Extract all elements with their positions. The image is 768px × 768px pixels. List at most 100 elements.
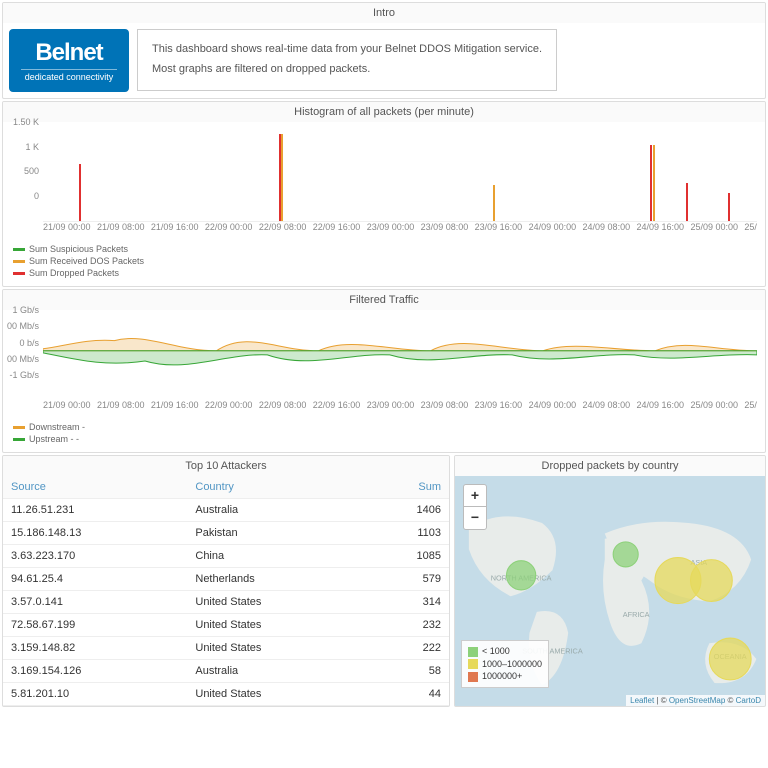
table-cell: 232 xyxy=(363,614,449,637)
x-tick: 21/09 16:00 xyxy=(151,222,199,232)
table-cell: United States xyxy=(187,614,362,637)
legend-label: Downstream - xyxy=(29,422,85,432)
legend-swatch xyxy=(468,659,478,669)
x-tick: 25/09 00:00 xyxy=(690,400,738,410)
x-tick: 23/09 00:00 xyxy=(367,222,415,232)
y-tick: 1 Gb/s xyxy=(12,305,39,315)
spike xyxy=(653,145,655,221)
column-header[interactable]: Source xyxy=(3,476,187,499)
map-legend-item: 1000–1000000 xyxy=(468,658,542,671)
legend-label: Sum Suspicious Packets xyxy=(29,244,128,254)
legend-swatch xyxy=(468,647,478,657)
filtered-x-axis: 21/09 00:00 21/09 08:00 21/09 16:00 22/09 0… xyxy=(3,400,765,414)
logo-sub-text: dedicated connectivity xyxy=(21,69,117,82)
y-tick: -1 Gb/s xyxy=(9,370,39,380)
x-tick: 25/ xyxy=(744,400,757,410)
table-cell: 314 xyxy=(363,591,449,614)
legend-label: Upstream - - xyxy=(29,434,79,444)
filtered-chart[interactable]: 1 Gb/s00 Mb/s0 b/s00 Mb/s-1 Gb/s xyxy=(3,310,765,400)
y-tick: 0 xyxy=(34,191,39,201)
x-tick: 24/09 00:00 xyxy=(529,400,577,410)
legend-item[interactable]: Downstream - xyxy=(13,422,755,432)
x-tick: 21/09 08:00 xyxy=(97,400,145,410)
attackers-table: SourceCountrySum 11.26.51.231Australia14… xyxy=(3,476,449,706)
table-row[interactable]: 5.81.201.10United States44 xyxy=(3,683,449,706)
legend-item[interactable]: Sum Received DOS Packets xyxy=(13,256,755,266)
attrib-carto[interactable]: CartoD xyxy=(736,696,761,705)
x-tick: 22/09 00:00 xyxy=(205,222,253,232)
table-cell: United States xyxy=(187,683,362,706)
table-cell: 3.159.148.82 xyxy=(3,637,187,660)
x-tick: 21/09 16:00 xyxy=(151,400,199,410)
zoom-in-button[interactable]: + xyxy=(464,485,486,507)
legend-label: Sum Received DOS Packets xyxy=(29,256,144,266)
histogram-x-axis: 21/09 00:0021/09 08:0021/09 16:0022/09 0… xyxy=(3,222,765,236)
map-attribution: Leaflet | © OpenStreetMap © CartoD xyxy=(626,695,765,706)
histogram-chart[interactable]: 1.50 K1 K5000 xyxy=(3,122,765,222)
x-tick: 21/09 08:00 xyxy=(97,222,145,232)
x-tick: 22/09 16:00 xyxy=(313,400,361,410)
map-bubble[interactable] xyxy=(613,542,638,567)
continent-label: AFRICA xyxy=(623,610,650,619)
map-bubble[interactable] xyxy=(709,638,751,680)
map-legend-item: 1000000+ xyxy=(468,670,542,683)
table-row[interactable]: 3.159.148.82United States222 xyxy=(3,637,449,660)
legend-label: 1000–1000000 xyxy=(482,658,542,671)
attackers-title: Top 10 Attackers xyxy=(3,456,449,476)
x-tick: 22/09 00:00 xyxy=(205,400,253,410)
x-tick: 24/09 16:00 xyxy=(636,400,684,410)
x-tick: 23/09 16:00 xyxy=(475,222,523,232)
legend-item[interactable]: Sum Suspicious Packets xyxy=(13,244,755,254)
x-tick: 21/09 00:00 xyxy=(43,400,91,410)
y-tick: 00 Mb/s xyxy=(7,354,39,364)
table-row[interactable]: 11.26.51.231Australia1406 xyxy=(3,499,449,522)
x-tick: 23/09 16:00 xyxy=(475,400,523,410)
legend-label: Sum Dropped Packets xyxy=(29,268,119,278)
table-cell: 222 xyxy=(363,637,449,660)
column-header[interactable]: Sum xyxy=(363,476,449,499)
table-row[interactable]: 72.58.67.199United States232 xyxy=(3,614,449,637)
table-cell: China xyxy=(187,545,362,568)
table-row[interactable]: 3.169.154.126Australia58 xyxy=(3,660,449,683)
intro-line2: Most graphs are filtered on dropped pack… xyxy=(152,60,542,80)
table-cell: 15.186.148.13 xyxy=(3,522,187,545)
intro-panel: Intro Belnet dedicated connectivity This… xyxy=(2,2,766,99)
zoom-out-button[interactable]: − xyxy=(464,507,486,529)
attackers-panel: Top 10 Attackers SourceCountrySum 11.26.… xyxy=(2,455,450,707)
map-bubble[interactable] xyxy=(691,560,733,602)
legend-item[interactable]: Sum Dropped Packets xyxy=(13,268,755,278)
spike xyxy=(728,193,730,222)
x-tick: 22/09 08:00 xyxy=(259,222,307,232)
y-tick: 00 Mb/s xyxy=(7,321,39,331)
table-row[interactable]: 3.57.0.141United States314 xyxy=(3,591,449,614)
table-cell: 1085 xyxy=(363,545,449,568)
table-cell: 1103 xyxy=(363,522,449,545)
table-cell: 72.58.67.199 xyxy=(3,614,187,637)
table-row[interactable]: 3.63.223.170China1085 xyxy=(3,545,449,568)
legend-swatch xyxy=(13,272,25,275)
table-row[interactable]: 94.61.25.4Netherlands579 xyxy=(3,568,449,591)
attrib-osm[interactable]: OpenStreetMap xyxy=(669,696,725,705)
zoom-control: + − xyxy=(463,484,487,530)
map-bubble[interactable] xyxy=(507,561,536,590)
y-tick: 0 b/s xyxy=(19,338,39,348)
table-cell: Australia xyxy=(187,499,362,522)
table-cell: 3.169.154.126 xyxy=(3,660,187,683)
table-cell: 3.63.223.170 xyxy=(3,545,187,568)
legend-label: 1000000+ xyxy=(482,670,522,683)
legend-label: < 1000 xyxy=(482,645,510,658)
table-cell: 1406 xyxy=(363,499,449,522)
x-tick: 25/ xyxy=(744,222,757,232)
table-cell: 58 xyxy=(363,660,449,683)
map-body[interactable]: + − NORTH AMERICASOUTH AMERICAAFRICAASIA… xyxy=(455,476,765,706)
table-cell: 579 xyxy=(363,568,449,591)
legend-item[interactable]: Upstream - - xyxy=(13,434,755,444)
histogram-y-axis: 1.50 K1 K5000 xyxy=(3,122,41,208)
column-header[interactable]: Country xyxy=(187,476,362,499)
histogram-title: Histogram of all packets (per minute) xyxy=(3,102,765,122)
table-row[interactable]: 15.186.148.13Pakistan1103 xyxy=(3,522,449,545)
attrib-leaflet[interactable]: Leaflet xyxy=(630,696,654,705)
spike xyxy=(79,164,81,221)
table-cell: United States xyxy=(187,637,362,660)
legend-swatch xyxy=(13,438,25,441)
